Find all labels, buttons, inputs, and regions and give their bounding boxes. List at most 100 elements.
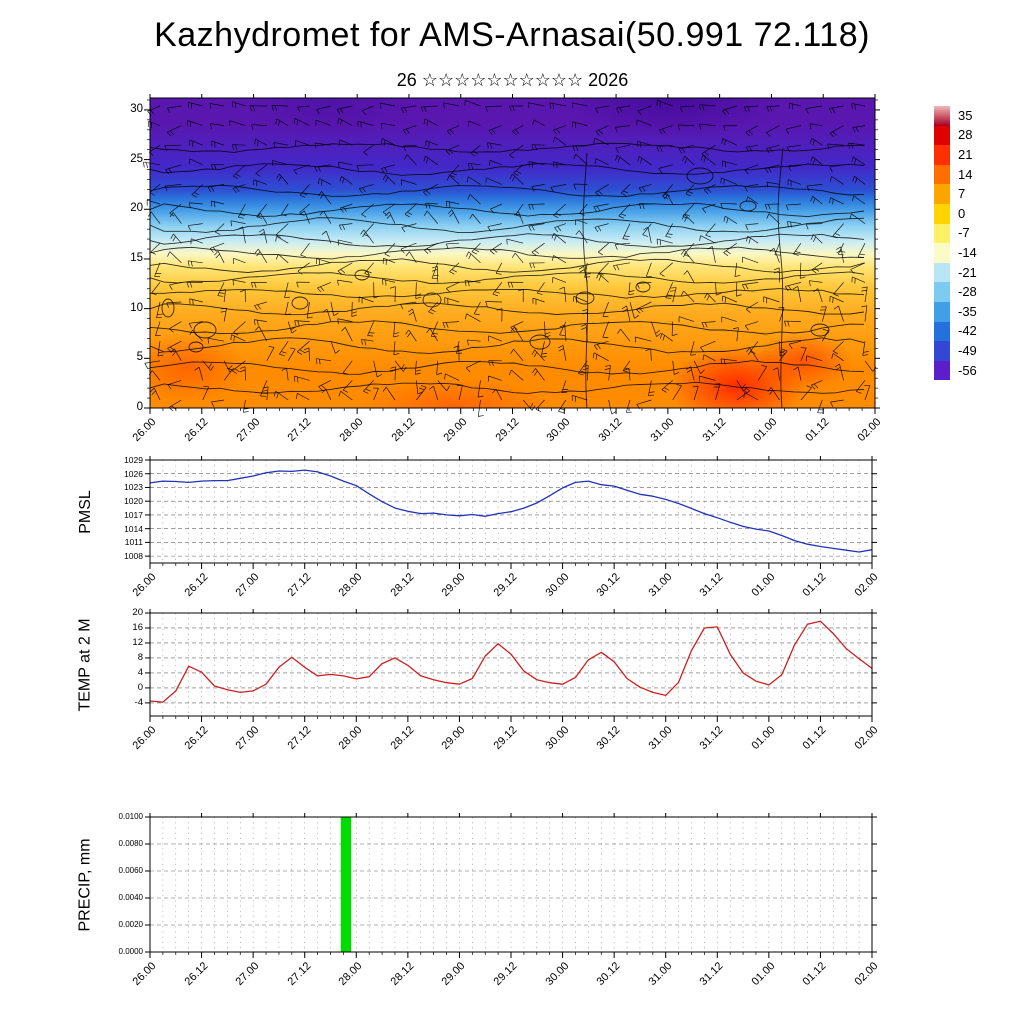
x-tick-label: 30.12 bbox=[594, 724, 623, 752]
y-tick-label: 0 bbox=[136, 401, 143, 413]
cross-section-overlay bbox=[143, 94, 880, 417]
x-tick-label: 29.12 bbox=[493, 416, 521, 444]
y-tick-label: 1023 bbox=[124, 482, 143, 493]
x-tick-label: 02.00 bbox=[855, 416, 884, 444]
x-tick-label: 30.00 bbox=[544, 416, 573, 444]
precip-panel: 26.00 26.12 27.00 27.12 28.00 28.12 29.00 29.12… bbox=[77, 812, 880, 988]
y-tick-label: 30 bbox=[130, 102, 143, 115]
x-tick-label: 29.12 bbox=[491, 724, 520, 752]
colorbar-label: -49 bbox=[958, 343, 977, 358]
y-tick-label: 0.0060 bbox=[118, 866, 143, 875]
x-tick-label: 31.00 bbox=[646, 960, 675, 988]
pmsl-plot bbox=[145, 456, 877, 569]
colorbar-label: 0 bbox=[958, 205, 966, 221]
x-tick-label: 27.00 bbox=[233, 960, 262, 988]
x-tick-label: 27.12 bbox=[285, 416, 314, 444]
temp2m-axis-title: TEMP at 2 M bbox=[77, 617, 94, 712]
y-tick-label: 15 bbox=[130, 251, 143, 264]
pmsl-panel: 26.00 26.12 27.00 27.12 28.00 28.12 29.00 29.12… bbox=[77, 455, 880, 599]
colorbar-label: 7 bbox=[958, 186, 966, 202]
x-tick-label: 27.12 bbox=[285, 724, 314, 752]
colorbar-label: 28 bbox=[958, 127, 973, 143]
y-tick-label: 1017 bbox=[124, 509, 143, 520]
x-tick-label: 01.00 bbox=[749, 960, 778, 988]
page-title: Kazhydromet for AMS-Arnasai(50.991 72.11… bbox=[154, 16, 870, 54]
colorbar-label: -56 bbox=[958, 362, 977, 378]
cross-section-panel: 26.00 26.12 27.00 27.12 28.00 28.12 29.00 29.12… bbox=[130, 94, 883, 444]
pmsl-series bbox=[149, 469, 873, 553]
x-tick-label: 02.00 bbox=[852, 724, 881, 752]
y-tick-label: 20 bbox=[132, 607, 143, 618]
x-tick-label: 30.00 bbox=[543, 724, 572, 752]
precip-bar bbox=[340, 817, 352, 952]
x-tick-label: 02.00 bbox=[852, 960, 881, 988]
colorbar-label: 21 bbox=[958, 147, 973, 162]
colorbar-segment bbox=[934, 302, 950, 322]
x-tick-label: 01.12 bbox=[800, 724, 829, 752]
x-tick-label: 31.00 bbox=[646, 571, 675, 599]
x-tick-label: 28.00 bbox=[336, 571, 365, 599]
y-tick-label: 20 bbox=[130, 202, 143, 215]
x-tick-label: 30.00 bbox=[543, 571, 572, 599]
colorbar-segment bbox=[934, 243, 950, 263]
x-tick-label: 26.00 bbox=[130, 724, 159, 752]
colorbar-segment bbox=[934, 341, 950, 361]
x-tick-label: 28.12 bbox=[389, 416, 418, 444]
colorbar-label: -21 bbox=[958, 264, 977, 280]
pmsl-axis-title: PMSL bbox=[77, 489, 95, 534]
x-tick-label: 29.00 bbox=[439, 960, 468, 988]
y-tick-label: 1026 bbox=[124, 468, 143, 479]
precip-plot bbox=[145, 813, 877, 958]
colorbar-label: 14 bbox=[958, 166, 973, 182]
x-tick-label: 31.12 bbox=[697, 960, 726, 988]
x-tick-label: 31.12 bbox=[697, 571, 726, 599]
x-tick-label: 26.12 bbox=[182, 571, 211, 599]
x-tick-label: 01.12 bbox=[800, 571, 829, 599]
y-tick-label: 5 bbox=[136, 351, 143, 364]
x-tick-label: 30.12 bbox=[594, 960, 623, 988]
x-tick-label: 01.12 bbox=[800, 960, 829, 988]
temperature-colorbar: 35 28 21 14 7 0 -7 -14 -21 -28 -35 -42 -49 -56 bbox=[934, 106, 1014, 386]
x-tick-label: 30.00 bbox=[543, 960, 572, 988]
colorbar-segment bbox=[934, 204, 950, 224]
y-tick-label: 1011 bbox=[124, 537, 143, 548]
y-tick-label: 0.0000 bbox=[118, 947, 143, 956]
x-tick-label: 26.12 bbox=[182, 960, 211, 988]
colorbar-label: -42 bbox=[958, 323, 977, 339]
colorbar-segment bbox=[934, 164, 950, 185]
y-tick-label: 0.0080 bbox=[118, 839, 143, 848]
x-tick-label: 27.12 bbox=[285, 571, 314, 599]
y-tick-label: 1014 bbox=[124, 523, 143, 534]
y-tick-label: 10 bbox=[130, 301, 143, 314]
x-tick-label: 28.12 bbox=[388, 960, 417, 988]
colorbar-label: 35 bbox=[958, 107, 973, 123]
temp2m-plot bbox=[145, 609, 877, 722]
colorbar-segment bbox=[934, 125, 950, 146]
colorbar-label: -28 bbox=[958, 284, 977, 300]
colorbar-segment bbox=[934, 184, 950, 204]
wind-barbs-layer bbox=[143, 99, 877, 417]
y-tick-label: 25 bbox=[130, 152, 143, 165]
x-tick-label: 28.12 bbox=[388, 571, 417, 599]
x-tick-label: 01.12 bbox=[803, 416, 832, 444]
x-tick-label: 31.00 bbox=[648, 416, 677, 444]
y-tick-label: 1020 bbox=[124, 496, 143, 507]
x-tick-label: 29.00 bbox=[439, 724, 468, 752]
colorbar-segment bbox=[934, 145, 950, 165]
y-tick-label: 0.0040 bbox=[118, 893, 143, 902]
x-tick-label: 27.12 bbox=[285, 960, 314, 988]
y-tick-label: 0.0100 bbox=[118, 812, 143, 821]
colorbar-segment bbox=[934, 262, 950, 283]
x-tick-label: 27.00 bbox=[233, 571, 262, 599]
colorbar-label: -7 bbox=[958, 225, 970, 241]
colorbar-segment bbox=[934, 360, 950, 381]
x-tick-label: 28.00 bbox=[337, 416, 366, 444]
x-tick-label: 29.12 bbox=[491, 571, 520, 599]
contour-lines bbox=[149, 142, 865, 409]
x-tick-label: 27.00 bbox=[234, 416, 263, 444]
x-tick-label: 29.12 bbox=[491, 960, 520, 988]
y-tick-label: 0 bbox=[137, 681, 143, 693]
date-subtitle: 26 ☆☆☆☆☆☆☆☆☆☆ 2026 bbox=[396, 70, 629, 90]
x-tick-label: 29.00 bbox=[441, 416, 470, 444]
